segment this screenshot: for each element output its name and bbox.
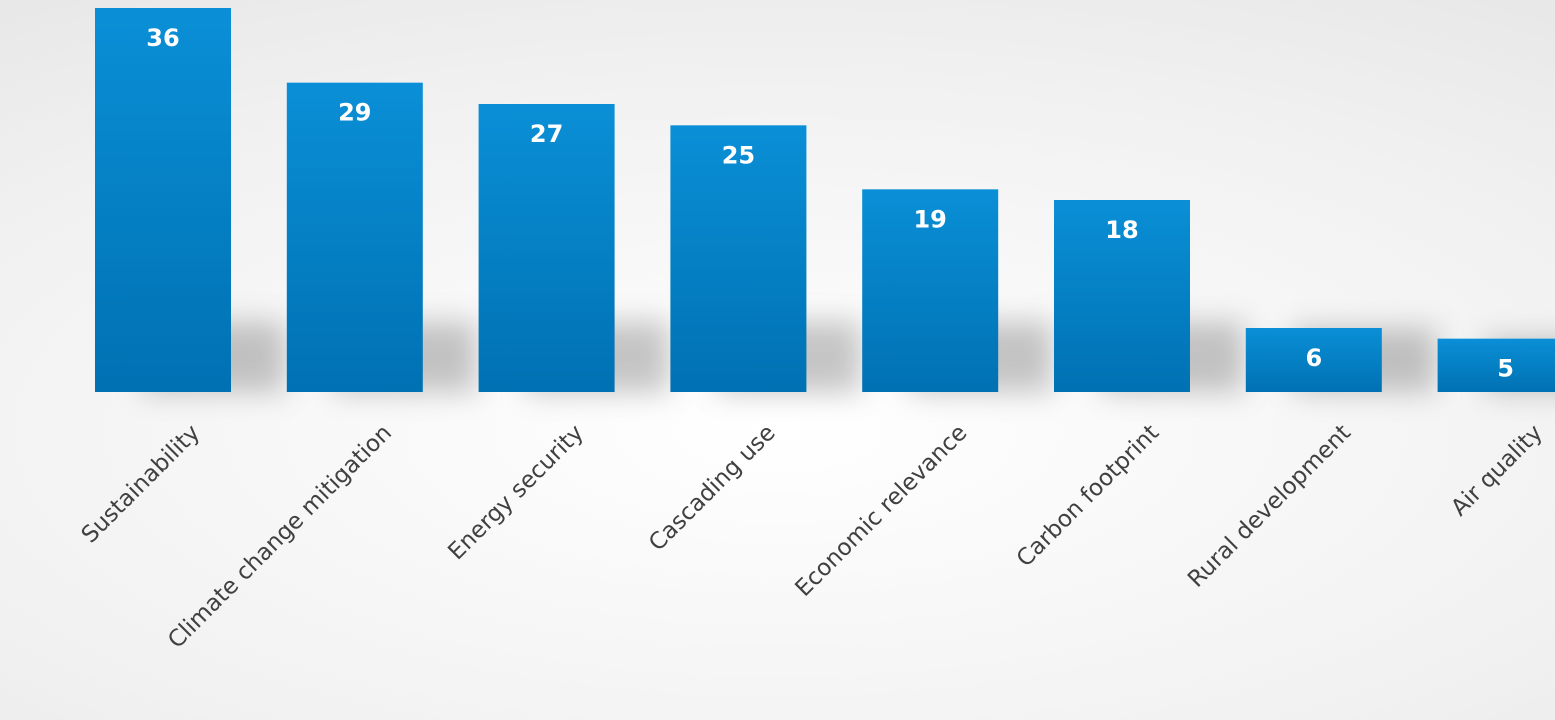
data-label-sustainability: 36: [146, 24, 179, 52]
bar-air-quality: [1437, 338, 1555, 392]
bar-rural-development: [1245, 328, 1382, 392]
bar-climate-change-mitigation: [286, 82, 423, 393]
tick-label-energy-security: Energy security: [443, 420, 588, 565]
tick-label-economic-relevance: Economic relevance: [790, 420, 972, 602]
data-label-economic-relevance: 19: [913, 205, 946, 233]
data-label-carbon-footprint: 18: [1105, 216, 1138, 244]
data-label-cascading-use: 25: [722, 141, 755, 169]
data-labels: 36 29 27 25 19 18 6 5: [146, 24, 1514, 383]
tick-label-carbon-footprint: Carbon footprint: [1012, 420, 1164, 572]
tick-label-rural-development: Rural development: [1183, 420, 1356, 593]
data-label-air-quality: 5: [1497, 355, 1514, 383]
bar-economic-relevance: [862, 189, 999, 392]
bar-series: [95, 8, 1555, 393]
tick-label-air-quality: Air quality: [1446, 420, 1548, 522]
data-label-climate-change-mitigation: 29: [338, 99, 371, 127]
bar-cascading-use: [670, 125, 807, 392]
bar-energy-security: [478, 104, 615, 392]
tick-label-climate-change-mitigation: Climate change mitigation: [163, 420, 397, 654]
bar-sustainability: [95, 8, 231, 392]
bar-carbon-footprint: [1054, 200, 1190, 392]
data-label-energy-security: 27: [530, 120, 563, 148]
data-label-rural-development: 6: [1305, 344, 1322, 372]
tick-label-sustainability: Sustainability: [77, 420, 206, 549]
tick-label-cascading-use: Cascading use: [644, 420, 781, 557]
